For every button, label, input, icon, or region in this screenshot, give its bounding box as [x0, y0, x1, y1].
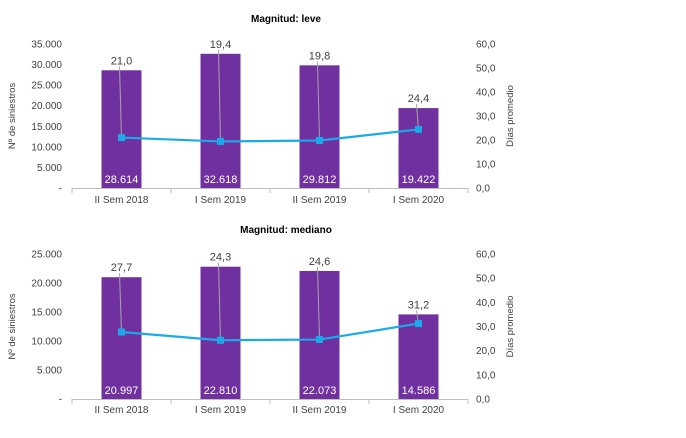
category-label: I Sem 2020 — [393, 405, 445, 416]
leader-line — [317, 266, 320, 340]
line-point-1 — [118, 328, 125, 336]
y-axis-title: Nº de siniestros — [7, 83, 18, 150]
y-tick-label: 10.000 — [31, 142, 62, 153]
category-label: II Sem 2018 — [95, 405, 149, 416]
bar-1 — [101, 277, 142, 399]
leader-line — [317, 61, 320, 141]
y2-tick-label: 30,0 — [476, 112, 496, 123]
bar-value-label: 29.812 — [303, 174, 337, 186]
y2-tick-label: 30,0 — [476, 322, 496, 333]
line-series-dias-promedio — [121, 322, 419, 342]
y-tick-label: 25.000 — [31, 250, 62, 261]
y-tick-label: 20.000 — [31, 101, 62, 112]
category-label: I Sem 2019 — [195, 405, 247, 416]
line-point-2 — [217, 336, 224, 344]
leader-line — [218, 49, 221, 142]
leader-line — [119, 273, 122, 333]
bar-value-label: 22.810 — [204, 385, 238, 397]
category-label: II Sem 2019 — [293, 195, 347, 206]
bar-value-label: 20.997 — [105, 385, 139, 397]
y2-tick-label: 40,0 — [476, 298, 496, 309]
bar-value-label: 22.073 — [303, 385, 337, 397]
line-value-label: 19,8 — [309, 50, 330, 62]
y-tick-label: - — [59, 395, 62, 406]
category-label: II Sem 2018 — [95, 195, 149, 206]
y2-tick-label: 20,0 — [476, 136, 496, 147]
y2-tick-label: 60,0 — [476, 250, 496, 261]
category-label: II Sem 2019 — [293, 405, 347, 416]
y-tick-label: 35.000 — [31, 40, 62, 51]
chart-title: Magnitud: leve — [251, 14, 321, 25]
line-point-3 — [316, 136, 323, 144]
line-point-3 — [316, 336, 323, 344]
line-value-label: 19,4 — [210, 39, 231, 51]
leader-line — [218, 262, 221, 341]
line-value-label: 24,3 — [210, 252, 231, 264]
bar-4 — [398, 314, 439, 399]
y2-tick-label: 40,0 — [476, 88, 496, 99]
y2-tick-label: 10,0 — [476, 370, 496, 381]
line-point-4 — [415, 320, 422, 328]
y-tick-label: 10.000 — [31, 337, 62, 348]
line-point-4 — [415, 125, 422, 133]
y2-axis-title: Días promedio — [505, 85, 516, 147]
y-tick-label: 15.000 — [31, 308, 62, 319]
y2-tick-label: 50,0 — [476, 64, 496, 75]
line-series-dias-promedio — [121, 128, 419, 143]
category-label: I Sem 2019 — [195, 195, 247, 206]
line-value-label: 31,2 — [408, 299, 429, 311]
line-point-1 — [118, 134, 125, 142]
bar-4 — [398, 108, 439, 188]
bar-value-label: 32.618 — [204, 174, 238, 186]
y2-tick-label: 50,0 — [476, 274, 496, 285]
y-tick-label: 5.000 — [37, 366, 62, 377]
leader-line — [119, 66, 122, 138]
y2-tick-label: 0,0 — [476, 395, 490, 406]
bar-value-label: 19.422 — [402, 174, 436, 186]
y2-tick-label: 10,0 — [476, 160, 496, 171]
line-point-2 — [217, 137, 224, 145]
chart-title: Magnitud: mediano — [240, 225, 332, 236]
y2-tick-label: 20,0 — [476, 346, 496, 357]
line-value-label: 24,4 — [408, 93, 429, 105]
y-tick-label: - — [59, 184, 62, 195]
y2-tick-label: 0,0 — [476, 184, 490, 195]
category-label: I Sem 2020 — [393, 195, 445, 206]
line-value-label: 24,6 — [309, 256, 330, 268]
bar-value-label: 28.614 — [105, 174, 139, 186]
y-axis-title: Nº de siniestros — [7, 293, 18, 360]
y-tick-label: 15.000 — [31, 122, 62, 133]
y-tick-label: 5.000 — [37, 163, 62, 174]
leader-line — [416, 104, 419, 130]
y2-tick-label: 60,0 — [476, 40, 496, 51]
y-tick-label: 20.000 — [31, 279, 62, 290]
bar-value-label: 14.586 — [402, 385, 436, 397]
y-tick-label: 25.000 — [31, 81, 62, 92]
line-value-label: 27,7 — [111, 262, 132, 274]
y-tick-label: 30.000 — [31, 60, 62, 71]
line-value-label: 21,0 — [111, 55, 132, 67]
y2-axis-title: Días promedio — [505, 296, 516, 358]
